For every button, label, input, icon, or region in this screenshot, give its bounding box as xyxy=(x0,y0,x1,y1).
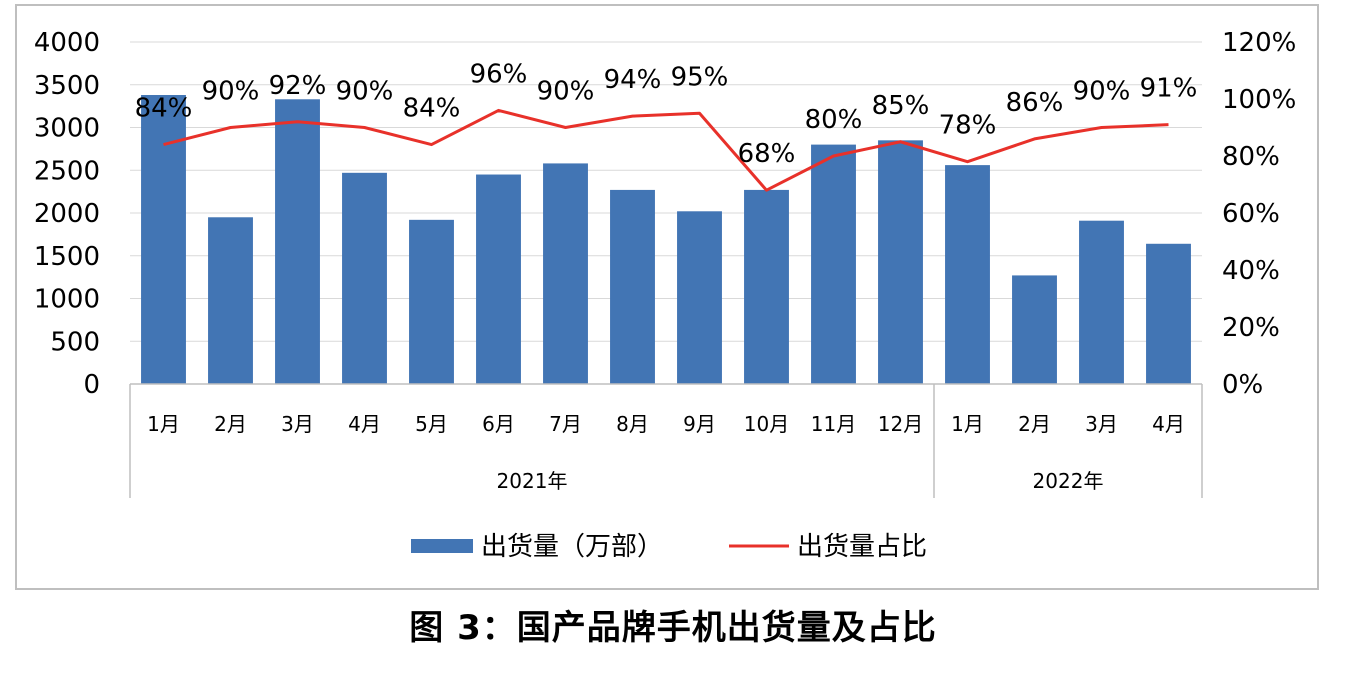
data-label: 78% xyxy=(939,111,997,141)
data-label: 95% xyxy=(671,62,729,92)
y-left-tick-label: 3500 xyxy=(34,71,100,101)
x-tick-label: 3月 xyxy=(281,412,314,436)
data-label: 96% xyxy=(470,59,528,89)
y-right-tick-label: 60% xyxy=(1222,199,1280,229)
y-left-tick-label: 1000 xyxy=(34,285,100,315)
y-left-tick-label: 2500 xyxy=(34,156,100,186)
x-tick-label: 6月 xyxy=(482,412,515,436)
x-tick-label: 3月 xyxy=(1085,412,1118,436)
x-tick-label: 2月 xyxy=(214,412,247,436)
data-label: 84% xyxy=(135,94,193,124)
bar xyxy=(543,163,588,384)
x-tick-label: 4月 xyxy=(1152,412,1185,436)
x-tick-label: 1月 xyxy=(147,412,180,436)
group-label: 2021年 xyxy=(497,469,568,493)
x-tick-label: 4月 xyxy=(348,412,381,436)
bar xyxy=(141,95,186,384)
x-tick-label: 5月 xyxy=(415,412,448,436)
bar xyxy=(677,211,722,384)
y-left-tick-label: 500 xyxy=(50,327,100,357)
y-right-tick-label: 120% xyxy=(1222,28,1296,58)
y-right-tick-label: 40% xyxy=(1222,256,1280,286)
data-label: 91% xyxy=(1140,74,1198,104)
bar xyxy=(610,189,655,384)
chart-caption: 图 3：国产品牌手机出货量及占比 xyxy=(409,608,937,648)
data-label: 94% xyxy=(604,65,662,95)
data-label: 90% xyxy=(1073,77,1131,107)
data-label: 90% xyxy=(202,77,260,107)
legend-bar-label: 出货量（万部） xyxy=(481,532,663,562)
data-label: 85% xyxy=(872,91,930,121)
y-right-tick-label: 80% xyxy=(1222,142,1280,172)
x-tick-label: 11月 xyxy=(811,412,856,436)
x-tick-label: 1月 xyxy=(951,412,984,436)
bar xyxy=(275,99,320,384)
data-label: 90% xyxy=(336,77,394,107)
x-tick-label: 9月 xyxy=(683,412,716,436)
y-left-tick-label: 3000 xyxy=(34,114,100,144)
x-tick-label: 10月 xyxy=(744,412,789,436)
y-right-tick-label: 100% xyxy=(1222,85,1296,115)
x-tick-label: 2月 xyxy=(1018,412,1051,436)
y-left-tick-label: 2000 xyxy=(34,199,100,229)
legend-line-label: 出货量占比 xyxy=(797,532,927,562)
bar xyxy=(342,172,387,384)
y-left-tick-label: 4000 xyxy=(34,28,100,58)
bar xyxy=(878,140,923,384)
x-tick-label: 12月 xyxy=(878,412,923,436)
bar xyxy=(1146,243,1191,384)
bar xyxy=(208,217,253,384)
bar xyxy=(476,174,521,384)
bar xyxy=(1079,220,1124,384)
line-series-path xyxy=(163,108,1169,192)
data-label: 80% xyxy=(805,105,863,135)
data-label: 86% xyxy=(1006,88,1064,118)
x-tick-label: 8月 xyxy=(616,412,649,436)
y-left-tick-label: 0 xyxy=(83,370,100,400)
legend-bar-swatch xyxy=(411,539,473,553)
x-tick-label: 7月 xyxy=(549,412,582,436)
group-label: 2022年 xyxy=(1033,469,1104,493)
bar xyxy=(1012,275,1057,384)
y-left-tick-label: 1500 xyxy=(34,242,100,272)
chart-frame: 0 500 1000 1500 2000 2500 3000 3500 4000 0% 20% 40%… xyxy=(15,4,1319,590)
y-right-tick-label: 0% xyxy=(1222,370,1263,400)
data-label: 90% xyxy=(537,77,595,107)
bar xyxy=(409,219,454,384)
data-label: 68% xyxy=(738,139,796,169)
bar xyxy=(945,165,990,384)
data-label: 92% xyxy=(269,71,327,101)
bar xyxy=(811,144,856,384)
chart-svg: 0 500 1000 1500 2000 2500 3000 3500 4000 0% 20% 40%… xyxy=(34,28,1297,562)
bar xyxy=(744,189,789,384)
data-label: 84% xyxy=(403,94,461,124)
y-right-tick-label: 20% xyxy=(1222,313,1280,343)
